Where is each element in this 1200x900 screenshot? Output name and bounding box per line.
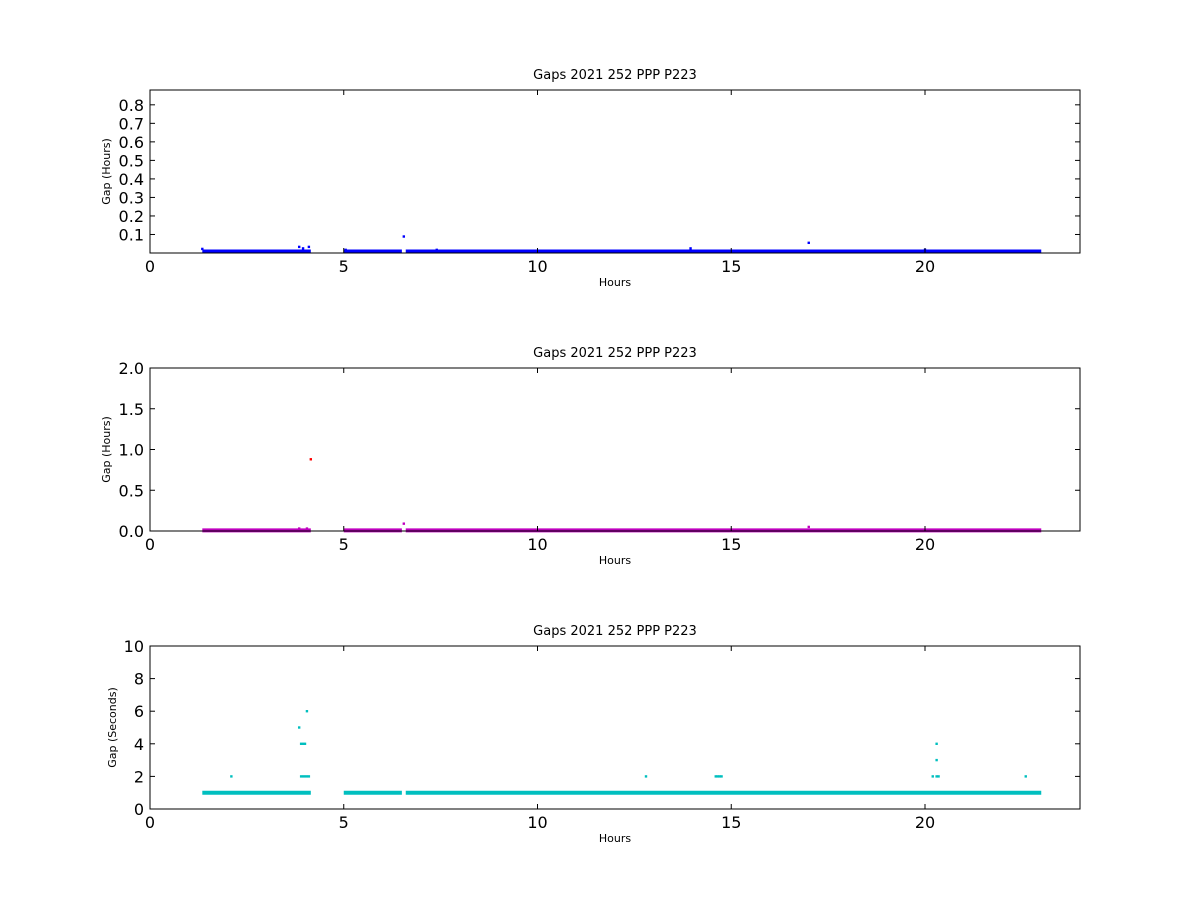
y-tick-label: 0.4 xyxy=(119,170,144,189)
data-point-2 xyxy=(297,245,301,249)
data-point-12 xyxy=(644,775,648,778)
axes-frame xyxy=(149,367,1081,532)
chart-title: Gaps 2021 252 PPP P223 xyxy=(533,346,697,361)
y-tick-label: 0.3 xyxy=(119,188,144,207)
y-tick-label: 0.5 xyxy=(119,481,144,500)
y-tick-label: 2 xyxy=(134,767,144,786)
x-axis-label: Hours xyxy=(599,554,631,567)
data-point-9 xyxy=(305,775,309,778)
data-point-14 xyxy=(716,775,719,778)
x-tick-label: 20 xyxy=(915,535,935,554)
data-point-22 xyxy=(1024,775,1027,778)
y-tick-label: 8 xyxy=(134,670,144,689)
y-tick-label: 0.6 xyxy=(119,133,144,152)
x-tick-label: 5 xyxy=(339,813,349,832)
x-tick-label: 10 xyxy=(527,813,547,832)
data-point-4 xyxy=(307,245,311,249)
data-point-3 xyxy=(402,522,406,525)
outlier-point-1 xyxy=(309,458,313,461)
data-point-11 xyxy=(305,710,309,713)
chart-panel-3: Gaps 2021 252 PPP P223 0 5 10 15 20 0 2 4 6 8 10 Hou… xyxy=(106,624,1081,845)
y-tick-label: 0.5 xyxy=(119,151,144,170)
chart-title: Gaps 2021 252 PPP P223 xyxy=(533,68,697,83)
data-point-1 xyxy=(297,527,301,530)
y-tick-label: 0.2 xyxy=(119,207,144,226)
data-point-9 xyxy=(807,241,810,245)
y-tick-label: 0 xyxy=(134,800,144,819)
data-point-4 xyxy=(807,525,810,529)
data-point-5 xyxy=(303,742,307,745)
data-point-7 xyxy=(301,775,305,778)
data-point-6 xyxy=(402,235,406,238)
x-tick-label: 10 xyxy=(527,257,547,276)
y-tick-label: 1.5 xyxy=(119,400,144,419)
data-point-10 xyxy=(307,775,311,778)
x-axis-label: Hours xyxy=(599,276,631,289)
data-point-15 xyxy=(718,775,721,778)
y-tick-label: 0.8 xyxy=(119,96,144,115)
y-tick-label: 4 xyxy=(134,735,144,754)
y-tick-label: 0.7 xyxy=(119,114,144,133)
x-tick-label: 15 xyxy=(721,813,741,832)
x-tick-label: 15 xyxy=(721,535,741,554)
y-tick-label: 2.0 xyxy=(119,359,144,378)
data-point-8 xyxy=(689,247,692,250)
x-tick-label: 15 xyxy=(721,257,741,276)
data-point-13 xyxy=(714,775,717,778)
y-tick-label: 6 xyxy=(134,702,144,721)
y-tick-label: 0.0 xyxy=(119,522,144,541)
chart-title: Gaps 2021 252 PPP P223 xyxy=(533,624,697,639)
data-point-18 xyxy=(935,775,938,778)
x-tick-label: 0 xyxy=(145,535,155,554)
data-point-2 xyxy=(305,527,309,530)
x-tick-label: 20 xyxy=(915,813,935,832)
data-point-17 xyxy=(931,775,934,778)
chart-panel-2: Gaps 2021 252 PPP P223 0 5 10 15 20 0.0 0.5 1.0 1… xyxy=(100,346,1081,567)
x-axis-label: Hours xyxy=(599,832,631,845)
y-axis-label: Gap (Hours) xyxy=(100,416,113,483)
y-tick-label: 1.0 xyxy=(119,441,144,460)
y-axis-label: Gap (Seconds) xyxy=(106,687,119,768)
data-point-19 xyxy=(937,775,940,778)
data-point-1 xyxy=(201,247,204,251)
axes-frame xyxy=(149,645,1081,810)
x-tick-label: 5 xyxy=(339,257,349,276)
x-tick-label: 0 xyxy=(145,813,155,832)
data-point-2 xyxy=(297,726,301,729)
data-point-8 xyxy=(303,775,307,778)
y-tick-label: 0.1 xyxy=(119,225,144,244)
x-tick-label: 20 xyxy=(915,257,935,276)
data-point-16 xyxy=(720,775,723,778)
axes-frame xyxy=(149,89,1081,254)
data-point-5 xyxy=(344,248,347,252)
data-point-7 xyxy=(435,248,438,252)
x-tick-label: 5 xyxy=(339,535,349,554)
data-point-3 xyxy=(301,247,305,250)
y-tick-label: 10 xyxy=(124,637,144,656)
data-point-6 xyxy=(299,775,303,778)
x-tick-label: 10 xyxy=(527,535,547,554)
data-point-3 xyxy=(299,742,303,745)
data-point-20 xyxy=(935,742,938,745)
y-axis-label: Gap (Hours) xyxy=(100,138,113,205)
data-point-4 xyxy=(301,742,305,745)
data-point-21 xyxy=(935,758,938,762)
x-tick-label: 0 xyxy=(145,257,155,276)
data-point-1 xyxy=(230,775,233,778)
